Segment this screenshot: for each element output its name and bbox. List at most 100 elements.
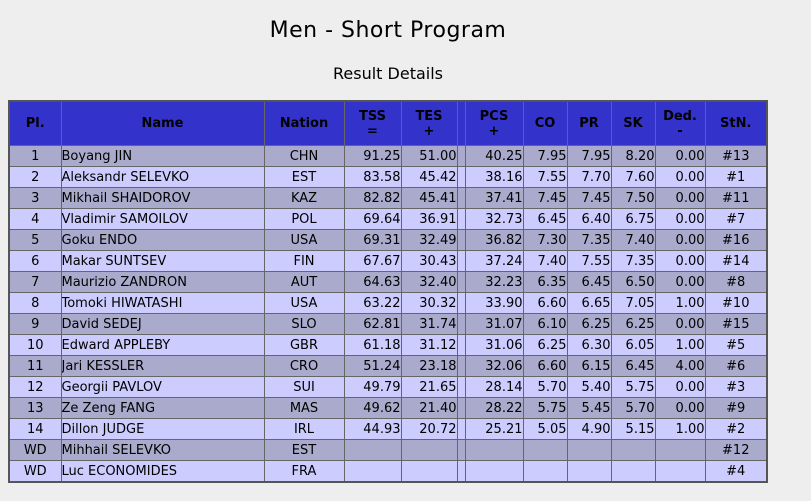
cell-sk: 7.35 bbox=[610, 250, 656, 272]
cell-tss: 91.25 bbox=[343, 145, 402, 167]
col-header-tss: TSS = bbox=[343, 100, 402, 146]
cell-gap bbox=[456, 376, 466, 398]
cell-pcs: 31.06 bbox=[464, 334, 524, 356]
cell-pcs: 37.24 bbox=[464, 250, 524, 272]
cell-name: Aleksandr SELEVKO bbox=[60, 166, 265, 188]
table-row: WD Mihhail SELEVKO EST #12 bbox=[8, 439, 768, 461]
table-row: 14 Dillon JUDGE IRL 44.93 20.72 25.21 5.05 4.90… bbox=[8, 418, 768, 440]
cell-pr bbox=[566, 439, 612, 461]
cell-ded: 0.00 bbox=[654, 250, 706, 272]
cell-pr: 5.40 bbox=[566, 376, 612, 398]
col-header-label: Nation bbox=[279, 115, 329, 131]
table-row: 6 Makar SUNTSEV FIN 67.67 30.43 37.24 7.40 7.55… bbox=[8, 250, 768, 272]
table-row: 13 Ze Zeng FANG MAS 49.62 21.40 28.22 5.75 5.45… bbox=[8, 397, 768, 419]
col-header-label: PCS bbox=[479, 108, 509, 124]
cell-ded bbox=[654, 439, 706, 461]
cell-pcs: 28.14 bbox=[464, 376, 524, 398]
cell-ded: 0.00 bbox=[654, 229, 706, 251]
cell-name: Luc ECONOMIDES bbox=[60, 460, 265, 483]
cell-pcs: 32.73 bbox=[464, 208, 524, 230]
cell-gap bbox=[456, 313, 466, 335]
cell-pl: 12 bbox=[8, 376, 62, 398]
table-row: 9 David SEDEJ SLO 62.81 31.74 31.07 6.10 6.25 6.… bbox=[8, 313, 768, 335]
cell-co: 7.45 bbox=[522, 187, 568, 209]
cell-name: Tomoki HIWATASHI bbox=[60, 292, 265, 314]
cell-gap bbox=[456, 292, 466, 314]
cell-nation: USA bbox=[263, 229, 345, 251]
cell-stn: #7 bbox=[704, 208, 768, 230]
cell-nation: AUT bbox=[263, 271, 345, 293]
table-row: 3 Mikhail SHAIDOROV KAZ 82.82 45.41 37.41 7.45… bbox=[8, 187, 768, 209]
cell-co bbox=[522, 439, 568, 461]
cell-nation: MAS bbox=[263, 397, 345, 419]
cell-tss bbox=[343, 439, 402, 461]
cell-ded: 0.00 bbox=[654, 187, 706, 209]
cell-sk: 7.50 bbox=[610, 187, 656, 209]
col-header-spacer bbox=[456, 100, 466, 146]
cell-ded: 1.00 bbox=[654, 334, 706, 356]
cell-gap bbox=[456, 271, 466, 293]
cell-co: 6.45 bbox=[522, 208, 568, 230]
cell-stn: #13 bbox=[704, 145, 768, 167]
cell-ded: 0.00 bbox=[654, 208, 706, 230]
cell-nation: GBR bbox=[263, 334, 345, 356]
table-header-row: Pl. Name Nation TSS = bbox=[8, 100, 768, 146]
cell-pl: 7 bbox=[8, 271, 62, 293]
cell-pr: 7.70 bbox=[566, 166, 612, 188]
table-row: 8 Tomoki HIWATASHI USA 63.22 30.32 33.90 6.60 6… bbox=[8, 292, 768, 314]
cell-nation: SLO bbox=[263, 313, 345, 335]
cell-stn: #1 bbox=[704, 166, 768, 188]
col-header-name: Name bbox=[60, 100, 265, 146]
cell-tes: 31.74 bbox=[400, 313, 458, 335]
cell-gap bbox=[456, 187, 466, 209]
col-header-nation: Nation bbox=[263, 100, 345, 146]
cell-tss bbox=[343, 460, 402, 483]
cell-nation: FIN bbox=[263, 250, 345, 272]
cell-stn: #5 bbox=[704, 334, 768, 356]
results-content: Men - Short Program Result Details Pl. N… bbox=[8, 18, 768, 483]
col-header-label: CO bbox=[534, 115, 556, 131]
cell-name: David SEDEJ bbox=[60, 313, 265, 335]
col-header-label: Ded. bbox=[663, 108, 697, 124]
cell-nation: KAZ bbox=[263, 187, 345, 209]
cell-nation: FRA bbox=[263, 460, 345, 483]
cell-stn: #14 bbox=[704, 250, 768, 272]
cell-pcs: 31.07 bbox=[464, 313, 524, 335]
col-header-sub: - bbox=[677, 123, 683, 139]
cell-gap bbox=[456, 334, 466, 356]
cell-co: 5.75 bbox=[522, 397, 568, 419]
cell-nation: USA bbox=[263, 292, 345, 314]
cell-sk: 7.05 bbox=[610, 292, 656, 314]
cell-co: 7.40 bbox=[522, 250, 568, 272]
cell-gap bbox=[456, 229, 466, 251]
cell-co: 5.05 bbox=[522, 418, 568, 440]
cell-pr: 6.30 bbox=[566, 334, 612, 356]
cell-name: Edward APPLEBY bbox=[60, 334, 265, 356]
cell-co: 6.25 bbox=[522, 334, 568, 356]
cell-tss: 64.63 bbox=[343, 271, 402, 293]
cell-stn: #16 bbox=[704, 229, 768, 251]
cell-pl: 10 bbox=[8, 334, 62, 356]
cell-tss: 83.58 bbox=[343, 166, 402, 188]
cell-pr: 6.25 bbox=[566, 313, 612, 335]
cell-pl: 9 bbox=[8, 313, 62, 335]
cell-tes: 36.91 bbox=[400, 208, 458, 230]
cell-pl: 11 bbox=[8, 355, 62, 377]
cell-pl: WD bbox=[8, 460, 62, 483]
cell-stn: #15 bbox=[704, 313, 768, 335]
cell-pr: 6.15 bbox=[566, 355, 612, 377]
cell-pr: 5.45 bbox=[566, 397, 612, 419]
cell-name: Maurizio ZANDRON bbox=[60, 271, 265, 293]
col-header-label: TES bbox=[415, 108, 443, 124]
cell-co: 7.55 bbox=[522, 166, 568, 188]
cell-pcs: 32.06 bbox=[464, 355, 524, 377]
cell-sk: 6.25 bbox=[610, 313, 656, 335]
cell-tss: 49.79 bbox=[343, 376, 402, 398]
cell-name: Ze Zeng FANG bbox=[60, 397, 265, 419]
col-header-sk: SK bbox=[610, 100, 656, 146]
cell-nation: CHN bbox=[263, 145, 345, 167]
cell-nation: IRL bbox=[263, 418, 345, 440]
cell-pl: 14 bbox=[8, 418, 62, 440]
cell-name: Makar SUNTSEV bbox=[60, 250, 265, 272]
